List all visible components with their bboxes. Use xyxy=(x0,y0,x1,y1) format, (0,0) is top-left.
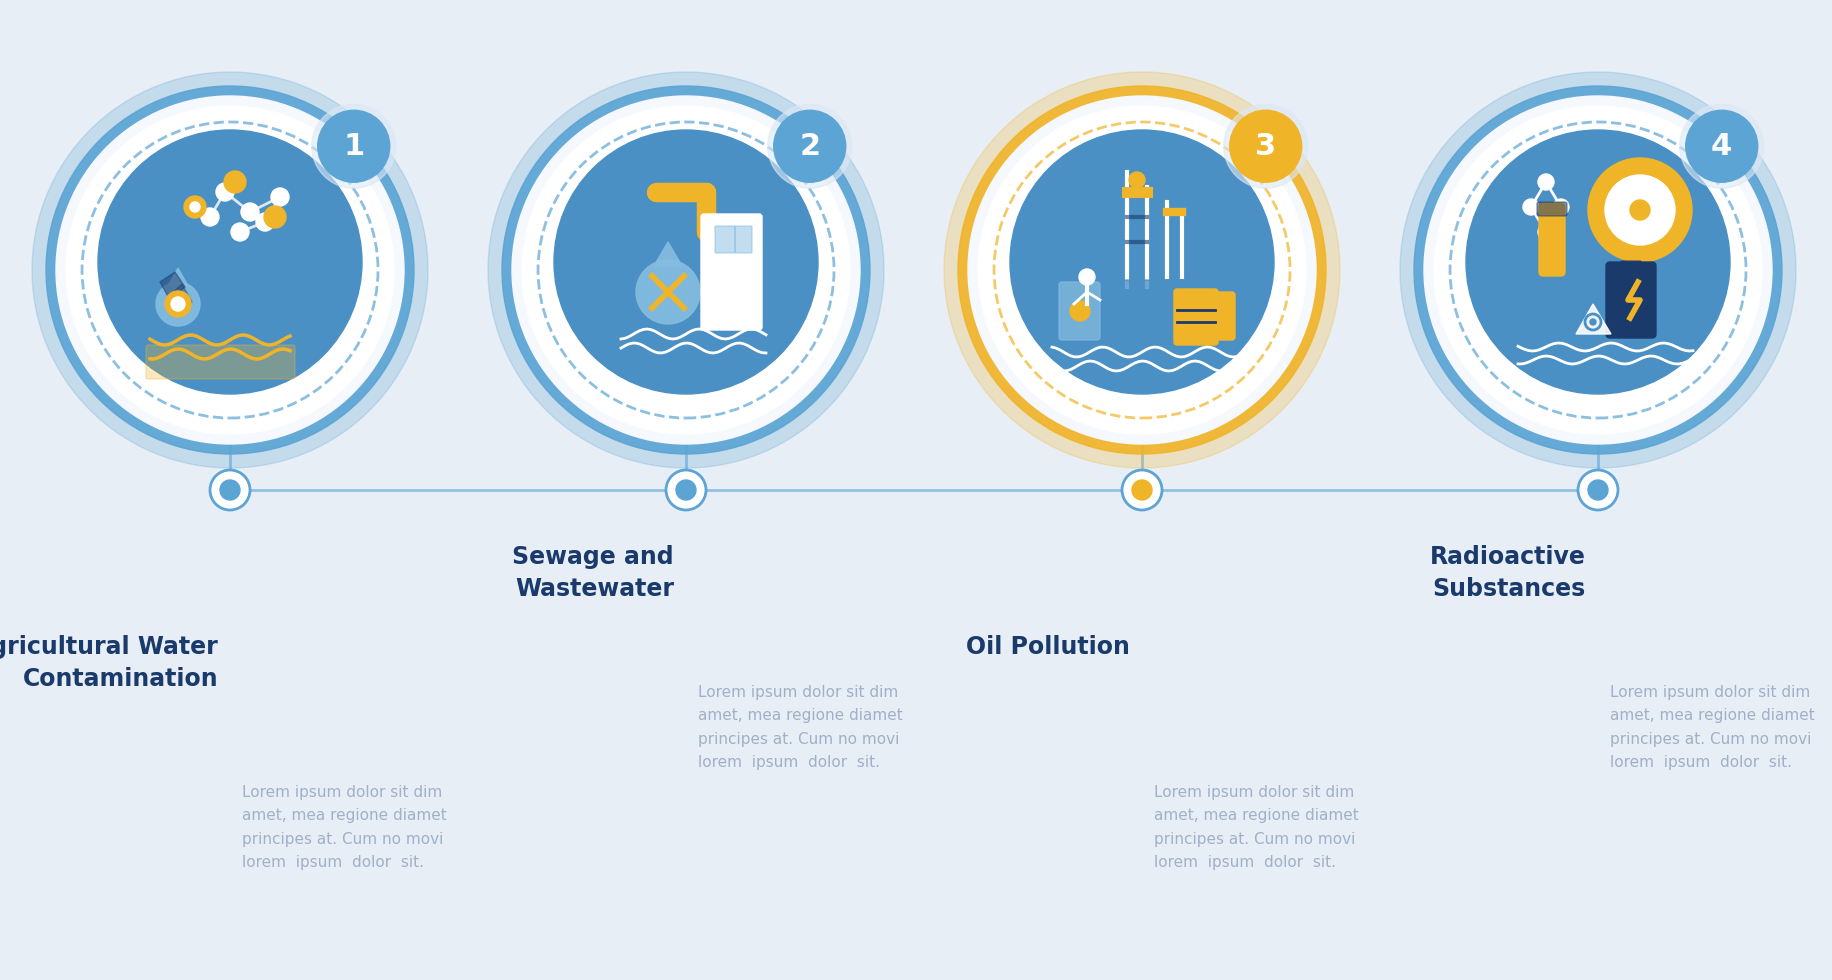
FancyBboxPatch shape xyxy=(1539,203,1565,276)
Circle shape xyxy=(256,213,275,231)
Circle shape xyxy=(264,206,286,228)
Circle shape xyxy=(1685,111,1757,182)
Polygon shape xyxy=(159,272,185,300)
Circle shape xyxy=(636,260,700,324)
Circle shape xyxy=(224,171,245,193)
Polygon shape xyxy=(1576,304,1610,334)
FancyBboxPatch shape xyxy=(1621,261,1641,271)
Circle shape xyxy=(511,96,859,444)
Circle shape xyxy=(1466,130,1729,394)
Circle shape xyxy=(1132,480,1152,500)
Circle shape xyxy=(216,183,234,201)
Circle shape xyxy=(943,72,1339,468)
Circle shape xyxy=(31,72,429,468)
Circle shape xyxy=(487,72,885,468)
Circle shape xyxy=(1630,200,1651,220)
FancyBboxPatch shape xyxy=(1059,282,1099,340)
Circle shape xyxy=(1079,269,1096,285)
Text: Agricultural Water
Contamination: Agricultural Water Contamination xyxy=(0,635,218,691)
Circle shape xyxy=(1539,224,1554,240)
Circle shape xyxy=(66,106,394,434)
Text: Oil Pollution: Oil Pollution xyxy=(965,635,1130,659)
Polygon shape xyxy=(169,284,192,314)
Circle shape xyxy=(311,104,396,188)
Text: Radioactive
Substances: Radioactive Substances xyxy=(1431,545,1587,601)
Circle shape xyxy=(676,480,696,500)
FancyBboxPatch shape xyxy=(147,345,295,379)
FancyBboxPatch shape xyxy=(702,214,762,330)
Circle shape xyxy=(220,480,240,500)
Circle shape xyxy=(165,291,191,317)
Circle shape xyxy=(1414,86,1783,454)
Circle shape xyxy=(1423,96,1772,444)
Circle shape xyxy=(958,86,1326,454)
Circle shape xyxy=(553,130,819,394)
Polygon shape xyxy=(169,268,189,286)
Circle shape xyxy=(1588,158,1693,262)
Circle shape xyxy=(1577,470,1618,510)
Circle shape xyxy=(317,111,390,182)
Circle shape xyxy=(502,86,870,454)
FancyBboxPatch shape xyxy=(1537,202,1566,216)
Circle shape xyxy=(211,470,249,510)
Circle shape xyxy=(170,297,185,311)
Circle shape xyxy=(1129,172,1145,188)
Polygon shape xyxy=(1640,198,1674,243)
Text: Sewage and
Wastewater: Sewage and Wastewater xyxy=(513,545,674,601)
FancyBboxPatch shape xyxy=(1174,289,1218,345)
Circle shape xyxy=(1605,175,1674,245)
Circle shape xyxy=(978,106,1306,434)
Circle shape xyxy=(46,86,414,454)
Polygon shape xyxy=(1614,176,1665,210)
Circle shape xyxy=(1434,106,1762,434)
Circle shape xyxy=(1009,130,1273,394)
FancyBboxPatch shape xyxy=(1607,262,1656,338)
Text: Lorem ipsum dolor sit dim
amet, mea regione diamet
principes at. Cum no movi
lor: Lorem ipsum dolor sit dim amet, mea regi… xyxy=(242,785,447,870)
FancyBboxPatch shape xyxy=(714,226,735,253)
Text: 3: 3 xyxy=(1255,131,1277,161)
Circle shape xyxy=(522,106,850,434)
Text: 1: 1 xyxy=(343,131,365,161)
Circle shape xyxy=(1400,72,1795,468)
Text: Lorem ipsum dolor sit dim
amet, mea regione diamet
principes at. Cum no movi
lor: Lorem ipsum dolor sit dim amet, mea regi… xyxy=(1154,785,1359,870)
Circle shape xyxy=(1229,111,1303,182)
Circle shape xyxy=(191,202,200,212)
Circle shape xyxy=(967,96,1315,444)
Circle shape xyxy=(1680,104,1764,188)
Circle shape xyxy=(271,188,289,206)
Polygon shape xyxy=(654,242,682,266)
Circle shape xyxy=(1070,301,1090,321)
Circle shape xyxy=(1522,199,1539,215)
Circle shape xyxy=(773,111,846,182)
Circle shape xyxy=(231,223,249,241)
Circle shape xyxy=(57,96,405,444)
FancyBboxPatch shape xyxy=(1198,292,1235,340)
Circle shape xyxy=(1539,174,1554,190)
Circle shape xyxy=(97,130,363,394)
Circle shape xyxy=(667,470,705,510)
Circle shape xyxy=(1224,104,1308,188)
Circle shape xyxy=(1590,319,1596,325)
Text: 2: 2 xyxy=(799,131,821,161)
Circle shape xyxy=(768,104,852,188)
Circle shape xyxy=(202,208,220,226)
Text: Lorem ipsum dolor sit dim
amet, mea regione diamet
principes at. Cum no movi
lor: Lorem ipsum dolor sit dim amet, mea regi… xyxy=(698,685,903,770)
Text: 4: 4 xyxy=(1711,131,1733,161)
Circle shape xyxy=(1554,199,1568,215)
Circle shape xyxy=(1121,470,1161,510)
Circle shape xyxy=(1588,480,1608,500)
Circle shape xyxy=(242,203,258,221)
Text: Lorem ipsum dolor sit dim
amet, mea regione diamet
principes at. Cum no movi
lor: Lorem ipsum dolor sit dim amet, mea regi… xyxy=(1610,685,1816,770)
FancyBboxPatch shape xyxy=(1090,280,1204,302)
FancyBboxPatch shape xyxy=(735,226,751,253)
Circle shape xyxy=(156,282,200,326)
Circle shape xyxy=(183,196,205,218)
Polygon shape xyxy=(1607,198,1640,243)
